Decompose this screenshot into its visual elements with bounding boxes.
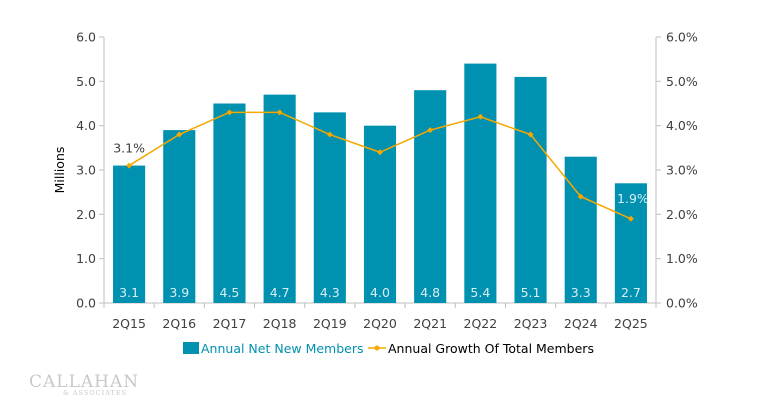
bar [313,112,346,303]
legend-swatch-marker [374,345,380,351]
growth-line [126,109,634,222]
growth-marker [627,215,634,222]
y-axis-title: Millions [52,147,67,194]
growth-marker [577,193,584,200]
x-tick-label: 2Q19 [313,316,347,331]
bar-value-label: 4.0 [370,285,390,300]
y2-tick-label: 3.0% [666,163,698,178]
bar-value-label: 3.9 [169,285,189,300]
bar [464,63,497,303]
bar-value-label: 3.3 [571,285,591,300]
growth-marker [176,131,183,138]
x-tick-label: 2Q20 [363,316,397,331]
x-tick-label: 2Q16 [162,316,196,331]
growth-marker [126,162,133,169]
bar-value-label: 5.1 [521,285,541,300]
x-tick-label: 2Q18 [263,316,297,331]
bar-value-label: 4.5 [220,285,240,300]
bar [163,130,196,303]
growth-marker [276,109,283,116]
y-tick-label: 2.0 [76,207,96,222]
y-tick-label: 5.0 [76,74,96,89]
x-tick-label: 2Q23 [514,316,548,331]
bar [213,103,246,303]
callahan-logo: CALLAHAN & ASSOCIATES [29,372,140,397]
growth-marker [377,149,383,156]
y2-tick-label: 6.0% [666,30,698,45]
bar [614,183,647,303]
bar-value-label: 3.1 [119,285,139,300]
bar-value-label: 5.4 [470,285,490,300]
growth-marker [477,113,484,120]
x-tick-label: 2Q22 [464,316,498,331]
x-tick-label: 2Q21 [413,316,447,331]
y-tick-label: 4.0 [76,118,96,133]
logo-main-text: CALLAHAN [29,372,140,392]
y2-tick-label: 5.0% [666,74,698,89]
bar [514,76,547,304]
x-tick-label: 2Q17 [213,316,247,331]
bar-value-label: 4.7 [270,285,290,300]
growth-value-label: 1.9% [617,191,649,206]
axes: 0.0 1.0 2.0 3.0 4.0 5.0 6.0 0.0% 1.0% 2.0% 3.0% 4.0… [76,30,698,332]
y2-tick-label: 1.0% [666,251,698,266]
bar [414,90,447,303]
y2-tick-label: 2.0% [666,207,698,222]
legend-label-line: Annual Growth Of Total Members [388,341,594,356]
logo-sub-text: & ASSOCIATES [63,389,128,397]
bar [113,165,146,303]
y2-tick-label: 0.0% [666,296,698,311]
bar [263,94,296,303]
legend: Annual Net New Members Annual Growth Of … [183,341,594,356]
y-tick-label: 3.0 [76,163,96,178]
growth-marker [527,131,534,138]
y-tick-label: 1.0 [76,251,96,266]
y-tick-label: 6.0 [76,30,96,45]
y2-tick-label: 4.0% [666,118,698,133]
x-tick-label: 2Q15 [112,316,146,331]
growth-marker [226,109,233,116]
legend-swatch-bars [183,342,199,354]
x-tick-label: 2Q24 [564,316,598,331]
bar [564,156,597,303]
bars [113,63,647,304]
bar-value-label: 4.8 [420,285,440,300]
labels: 3.1 3.9 4.5 4.7 4.3 4.0 4.8 5.4 5.1 3.3 2.7 3.1% 1.9… [113,141,649,300]
bar-value-label: 2.7 [621,285,641,300]
growth-value-label: 3.1% [113,141,145,156]
bar-value-label: 4.3 [320,285,340,300]
growth-marker [326,131,333,138]
x-tick-label: 2Q25 [614,316,648,331]
y-tick-label: 0.0 [76,296,96,311]
legend-label-bars: Annual Net New Members [201,341,364,356]
growth-marker [427,127,434,134]
